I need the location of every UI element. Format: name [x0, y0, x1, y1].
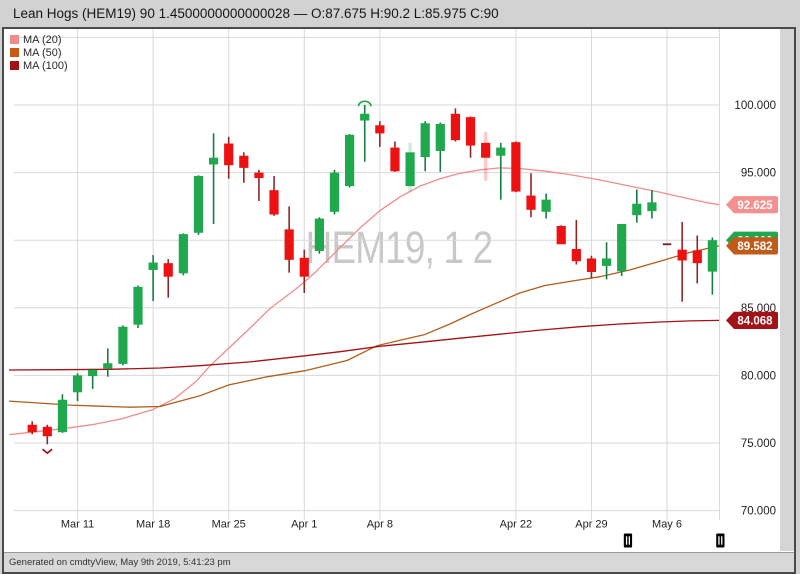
candle-May-7-body[interactable]	[677, 249, 687, 261]
legend-item-ma100[interactable]: MA (100)	[10, 59, 68, 72]
x-axis-label-Mar-11[interactable]: Mar 11	[61, 519, 94, 531]
candle-Apr-17-body[interactable]	[481, 142, 491, 158]
candle-Mar-14-body[interactable]	[118, 326, 128, 364]
y-axis-label-85.000: 85.000	[741, 303, 776, 315]
candle-May-8-body[interactable]	[692, 250, 702, 264]
footer-bar: Generated on cmdtyView, May 9th 2019, 5:…	[4, 552, 794, 572]
candle-Mar-13-body[interactable]	[103, 363, 113, 369]
candle-Apr-29-body[interactable]	[586, 258, 597, 272]
candle-Mar-28-body[interactable]	[269, 190, 279, 215]
scroll-handle-bar	[721, 536, 723, 545]
candle-Apr-22-body[interactable]	[511, 142, 521, 192]
candle-Apr-12-body[interactable]	[435, 123, 445, 151]
candle-Apr-15-body[interactable]	[450, 113, 461, 141]
x-axis-label-May-6[interactable]: May 6	[652, 519, 682, 531]
y-axis-label-70.000: 70.000	[741, 506, 776, 518]
candle-Apr-25-body[interactable]	[556, 226, 566, 245]
candle-Apr-24-body[interactable]	[541, 199, 551, 212]
ma50-swatch-icon	[10, 48, 19, 57]
title-bar: Lean Hogs (HEM19) 90 1.4500000000000028 …	[0, 0, 800, 28]
legend-label-ma20: MA (20)	[23, 33, 62, 46]
chart-frame: 100.00095.00090.00085.00080.00075.00070.…	[2, 27, 796, 574]
price-badge-value-MA100: 84.068	[737, 316, 773, 328]
marker-chevron-down-icon	[41, 448, 53, 455]
candle-Mar-29-body[interactable]	[284, 229, 294, 260]
legend-item-ma50[interactable]: MA (50)	[10, 46, 68, 59]
candle-Mar-7-body[interactable]	[42, 426, 52, 437]
candle-Apr-4-body[interactable]	[345, 134, 355, 187]
candle-Mar-26-body[interactable]	[239, 155, 249, 168]
candle-Apr-11-body[interactable]	[420, 123, 430, 158]
candle-Apr-16-body[interactable]	[465, 117, 476, 146]
candlestick-chart[interactable]: 100.00095.00090.00085.00080.00075.00070.…	[4, 29, 794, 572]
y-axis-label-95.000: 95.000	[741, 168, 776, 180]
candle-May-6-doji[interactable]	[662, 243, 672, 246]
candle-Apr-1-body[interactable]	[299, 257, 309, 277]
chart-title: Lean Hogs (HEM19) 90 1.4500000000000028 …	[13, 6, 499, 21]
y-axis-label-75.000: 75.000	[741, 438, 776, 450]
price-badge-MA50	[726, 237, 778, 255]
candle-Mar-18-body[interactable]	[148, 262, 158, 270]
candle-May-1-body[interactable]	[617, 223, 627, 272]
candle-May-2-body[interactable]	[632, 203, 642, 216]
candle-Mar-8-body[interactable]	[57, 399, 68, 433]
scroll-handle-icon-2[interactable]	[716, 533, 725, 548]
candle-Mar-22-body[interactable]	[208, 157, 219, 165]
x-axis-label-Mar-18[interactable]: Mar 18	[136, 519, 170, 531]
candle-Apr-30-body[interactable]	[601, 258, 612, 266]
candle-Apr-3-body[interactable]	[329, 172, 340, 212]
scroll-handle-bar	[628, 536, 630, 545]
candle-May-3-body[interactable]	[647, 202, 657, 212]
ma100-swatch-icon	[10, 61, 19, 70]
candle-Mar-12-body[interactable]	[88, 369, 98, 377]
x-axis-label-Apr-8[interactable]: Apr 8	[367, 519, 393, 531]
price-badge-MA20	[726, 196, 778, 214]
scroll-handle-bar	[625, 536, 628, 545]
candle-Mar-20-body[interactable]	[178, 234, 188, 274]
candle-Mar-25-body[interactable]	[224, 143, 234, 166]
price-badge-value-MA20: 92.625	[737, 200, 773, 212]
candle-Mar-27-body[interactable]	[254, 172, 264, 179]
candle-Mar-15-body[interactable]	[133, 286, 143, 325]
x-axis-label-Mar-25[interactable]: Mar 25	[212, 519, 246, 531]
generated-timestamp: Generated on cmdtyView, May 9th 2019, 5:…	[9, 557, 231, 568]
scroll-handle-bar	[718, 536, 720, 545]
y-axis-label-80.000: 80.000	[741, 370, 776, 382]
candle-Apr-26-body[interactable]	[571, 248, 581, 262]
price-badge-value-MA50: 89.582	[737, 241, 772, 253]
candle-May-9-body[interactable]	[707, 240, 717, 272]
candle-Mar-21-body[interactable]	[193, 175, 204, 233]
candle-Apr-9-body[interactable]	[390, 147, 400, 172]
legend: MA (20) MA (50) MA (100)	[10, 33, 68, 72]
ma20-line	[8, 167, 720, 436]
candle-Mar-6-body[interactable]	[27, 424, 37, 433]
x-axis-label-Apr-22[interactable]: Apr 22	[500, 519, 532, 531]
legend-item-ma20[interactable]: MA (20)	[10, 33, 68, 46]
candle-Mar-19-body[interactable]	[163, 263, 173, 277]
candle-Apr-18-body[interactable]	[496, 147, 506, 156]
x-axis-label-Apr-1[interactable]: Apr 1	[291, 519, 317, 531]
candle-Apr-23-body[interactable]	[526, 195, 536, 210]
legend-label-ma100: MA (100)	[23, 59, 68, 72]
ma100-line	[8, 319, 720, 371]
scroll-handle-icon-1[interactable]	[623, 533, 633, 548]
ma20-swatch-icon	[10, 35, 19, 44]
candle-Apr-10-body[interactable]	[405, 152, 415, 187]
candle-Apr-2-body[interactable]	[314, 218, 324, 252]
y-axis-label-100.000: 100.000	[734, 100, 776, 112]
legend-label-ma50: MA (50)	[23, 46, 62, 59]
ma50-line	[8, 245, 720, 408]
x-axis-label-Apr-29[interactable]: Apr 29	[575, 519, 607, 531]
candle-Mar-11-body[interactable]	[72, 375, 83, 393]
candle-Apr-5-body[interactable]	[360, 113, 370, 121]
candle-Apr-8-body[interactable]	[375, 125, 385, 134]
price-badge-MA100	[726, 311, 778, 330]
marker-arc-over-icon	[357, 100, 372, 107]
vertical-scrollbar[interactable]	[780, 29, 794, 551]
